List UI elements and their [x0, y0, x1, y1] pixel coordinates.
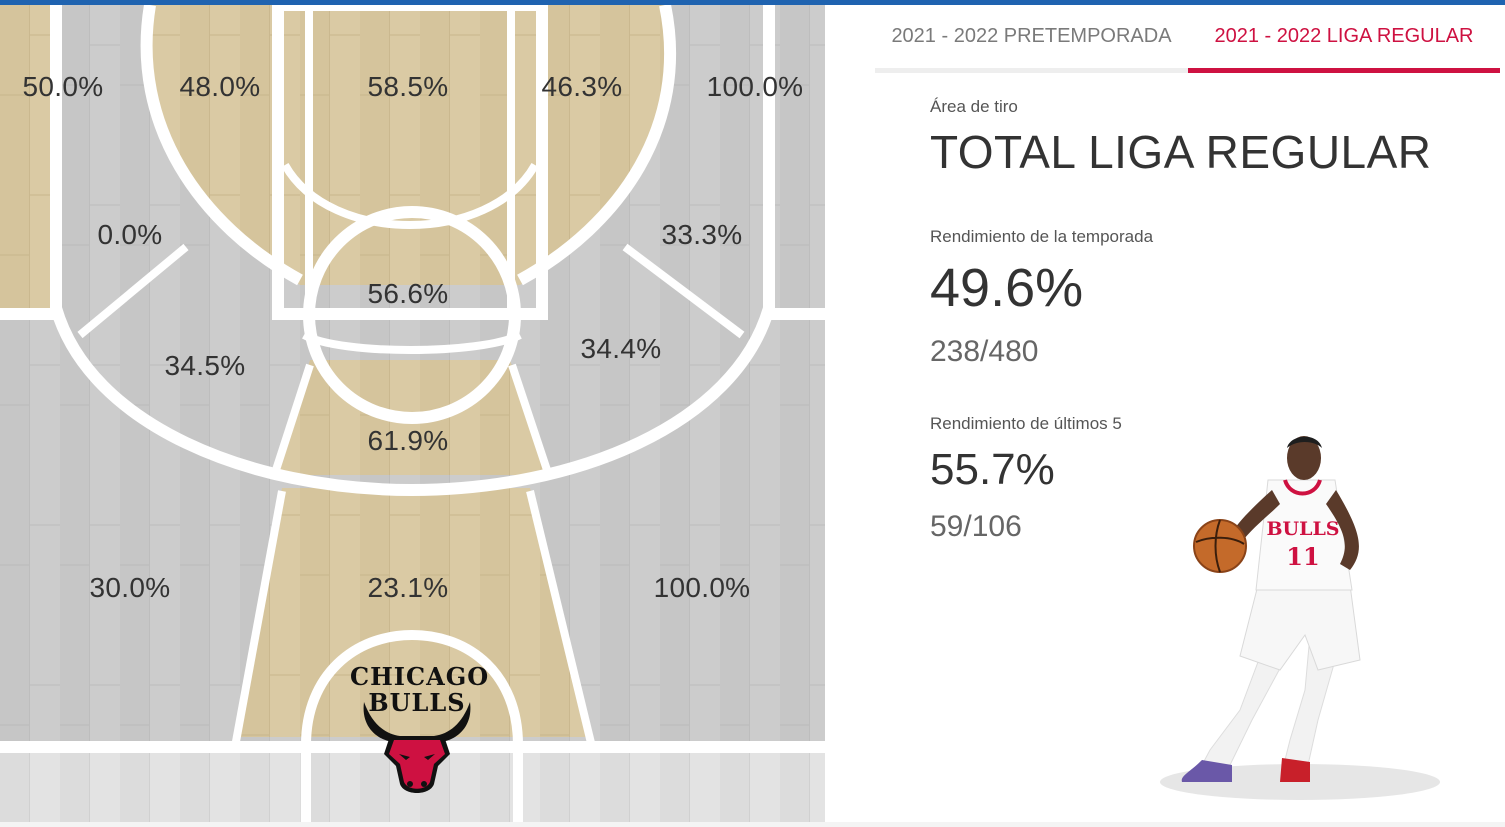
- area-label: Área de tiro: [930, 97, 1018, 116]
- jersey-number: 11: [1286, 542, 1319, 571]
- player-image: BULLS 11: [1160, 436, 1440, 800]
- tab-liga-regular[interactable]: 2021 - 2022 LIGA REGULAR: [1188, 5, 1500, 73]
- zone-pct-left-elbow-mid: 34.5%: [164, 350, 246, 381]
- court-lines: [0, 5, 825, 822]
- season-pct: 49.6%: [930, 258, 1084, 318]
- logo-text-line2: BULLS: [368, 688, 466, 717]
- bull-head-icon: [363, 702, 471, 793]
- zone-pct-right-wing-three: 46.3%: [541, 71, 623, 102]
- zone-pct-paint-lower: 61.9%: [367, 425, 449, 456]
- zone-pct-left-baseline-mid: 0.0%: [97, 219, 163, 250]
- area-title: TOTAL LIGA REGULAR: [930, 126, 1432, 178]
- zone-left-corner-three: [0, 5, 50, 308]
- zone-pct-left-corner-three: 50.0%: [22, 71, 104, 102]
- season-tabs: 2021 - 2022 PRETEMPORADA 2021 - 2022 LIG…: [875, 5, 1500, 73]
- last5-pct: 55.7%: [930, 445, 1055, 494]
- tab-pretemporada[interactable]: 2021 - 2022 PRETEMPORADA: [875, 5, 1188, 73]
- zone-pct-restricted-area: 23.1%: [367, 572, 449, 603]
- season-label: Rendimiento de la temporada: [930, 227, 1154, 246]
- chicago-bulls-logo: CHICAGO BULLS: [350, 662, 490, 802]
- zone-pct-right-baseline-mid: 33.3%: [661, 219, 743, 250]
- last5-label: Rendimiento de últimos 5: [930, 414, 1122, 433]
- season-made: 238/480: [930, 335, 1039, 368]
- zone-pct-right-restricted-side: 100.0%: [653, 572, 751, 603]
- stats-panel: 2021 - 2022 PRETEMPORADA 2021 - 2022 LIG…: [875, 5, 1505, 822]
- zone-pct-right-elbow-mid: 34.4%: [580, 333, 662, 364]
- zone-pct-left-restricted-side: 30.0%: [89, 572, 171, 603]
- zone-pct-right-corner-three: 100.0%: [706, 71, 804, 102]
- zone-pct-left-wing-three: 48.0%: [179, 71, 261, 102]
- jersey-text: BULLS: [1266, 518, 1339, 540]
- zone-pct-top-three: 58.5%: [367, 71, 449, 102]
- zone-pct-paint-upper: 56.6%: [367, 278, 449, 309]
- bottom-divider: [0, 822, 1505, 827]
- logo-text-line1: CHICAGO: [350, 662, 490, 691]
- last5-made: 59/106: [930, 510, 1022, 543]
- top-accent-bar: [0, 0, 1505, 5]
